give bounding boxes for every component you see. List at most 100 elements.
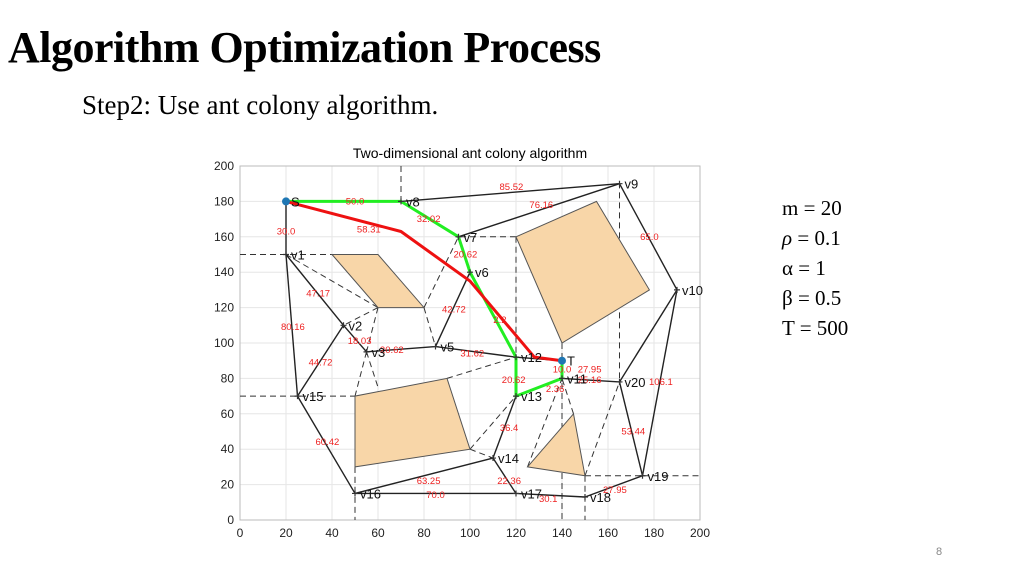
node-label: v18 xyxy=(590,490,611,505)
plot-frame xyxy=(239,165,701,521)
node-label: S xyxy=(291,194,300,209)
node-marker-endpoint xyxy=(282,197,290,206)
axes: 0 20 40 60 80 100 120 140 160 180 200 0 20 40 60 80 100 1… xyxy=(214,159,710,540)
road-edge xyxy=(515,492,586,498)
edge-weights: 50.0 30.0 58.31 32.02 20.62 85.52 76.16 65.0 47.… xyxy=(277,182,673,505)
node-marker-endpoint xyxy=(558,356,566,365)
dashed-link xyxy=(469,395,517,450)
edge-weight-label: 18.03 xyxy=(348,336,372,347)
parameter-row: β = 0.5 xyxy=(782,283,848,313)
node-label: v17 xyxy=(521,486,542,501)
road-edge xyxy=(296,395,356,494)
parameter-equals: = xyxy=(793,256,816,280)
parameter-symbol: ρ xyxy=(782,226,793,250)
edge-weight-label: 27.95 xyxy=(603,485,627,496)
edge-weight-label: 20.62 xyxy=(454,250,478,261)
edge-weight-label: 70.0 xyxy=(426,490,445,501)
edge-weight-label: 80.16 xyxy=(281,322,305,333)
parameter-symbol: T xyxy=(782,316,795,340)
road-edge xyxy=(492,395,517,459)
x-tick-label: 160 xyxy=(598,526,618,540)
y-tick-label: 160 xyxy=(214,230,234,244)
dashed-link xyxy=(423,236,459,308)
road-edge xyxy=(618,289,678,383)
road-edge xyxy=(618,381,644,476)
node-marker xyxy=(490,455,496,462)
node-marker xyxy=(352,490,358,497)
node-label: v14 xyxy=(498,451,519,466)
parameter-symbol: α xyxy=(782,256,794,280)
node-marker xyxy=(674,286,680,293)
parameter-row: ρ = 0.1 xyxy=(782,223,848,253)
y-tick-label: 20 xyxy=(221,478,235,492)
parameter-equals: = xyxy=(798,196,821,220)
road-edge xyxy=(584,475,643,498)
grid xyxy=(239,165,701,521)
parameter-value: 0.5 xyxy=(815,286,842,310)
ant-colony-diagram: Two-dimensional ant colony algorithm 0 20… xyxy=(214,145,710,540)
parameter-row: α = 1 xyxy=(782,253,848,283)
edge-weight-label: 63.25 xyxy=(417,476,441,487)
red-route xyxy=(285,199,563,363)
edge-weight-label: 85.52 xyxy=(500,182,524,193)
road-edge xyxy=(492,457,517,494)
parameter-value: 500 xyxy=(816,316,849,340)
node-marker xyxy=(455,233,462,240)
obstacles xyxy=(330,200,651,477)
road-edge xyxy=(435,345,517,358)
node-marker xyxy=(283,251,289,258)
x-tick-label: 20 xyxy=(279,526,293,540)
node-label: v2 xyxy=(349,318,363,333)
slide-title: Algorithm Optimization Process xyxy=(8,23,601,72)
edge-weight-label: 25.16 xyxy=(578,375,602,386)
node-label: v11 xyxy=(567,371,587,386)
nodes: Sv1 v2 v3 v5 v6 v7 v8 v9 v10 v11 v12 v13 v14 v15 v16 v1… xyxy=(282,177,703,505)
road-edge xyxy=(354,457,494,495)
parameter-row: m = 20 xyxy=(782,193,848,223)
parameter-value: 0.1 xyxy=(814,226,841,250)
road-edge xyxy=(342,324,368,353)
dashed-link xyxy=(366,307,379,352)
parameter-equals: = xyxy=(794,316,817,340)
edge-weight-label: 36.4 xyxy=(500,423,518,434)
road-edge xyxy=(366,345,436,353)
x-tick-label: 120 xyxy=(506,526,526,540)
edge-weight-label: 47.17 xyxy=(306,288,330,299)
node-label: v6 xyxy=(475,265,489,280)
edge-weight-label: 58.31 xyxy=(357,225,381,236)
y-tick-label: 80 xyxy=(221,371,235,385)
node-marker xyxy=(513,393,519,400)
diagram-title: Two-dimensional ant colony algorithm xyxy=(353,145,587,161)
y-tick-label: 100 xyxy=(214,336,234,350)
node-label: v9 xyxy=(625,177,639,192)
node-label: v10 xyxy=(682,283,703,298)
road-network xyxy=(285,183,678,498)
edge-weight-label: 44.72 xyxy=(309,357,333,368)
node-marker xyxy=(513,354,519,361)
node-marker xyxy=(398,198,404,205)
node-label: T xyxy=(567,354,575,369)
x-tick-label: 180 xyxy=(644,526,664,540)
obstacle xyxy=(330,254,426,309)
x-tick-label: 60 xyxy=(371,526,385,540)
edge-weight-label: 27.95 xyxy=(578,365,602,376)
edge-weight-label: 42.72 xyxy=(442,304,466,315)
edge-weight-label: 31.62 xyxy=(460,349,484,360)
edge-weight-label: 2.2 xyxy=(493,315,506,326)
y-tick-label: 140 xyxy=(214,265,234,279)
road-edge xyxy=(641,289,678,476)
y-tick-label: 60 xyxy=(221,407,235,421)
parameter-symbol: β xyxy=(782,286,793,310)
dashed-link xyxy=(354,351,367,397)
y-tick-label: 0 xyxy=(227,513,234,527)
node-marker xyxy=(294,393,301,400)
y-tick-label: 200 xyxy=(214,159,234,173)
node-label: v1 xyxy=(291,248,305,263)
node-marker xyxy=(432,343,439,350)
page-number: 8 xyxy=(936,546,943,558)
node-marker xyxy=(467,269,473,276)
x-tick-label: 200 xyxy=(690,526,710,540)
node-label: v20 xyxy=(625,375,646,390)
dashed-link xyxy=(527,378,563,468)
parameter-symbol: m xyxy=(782,196,799,220)
